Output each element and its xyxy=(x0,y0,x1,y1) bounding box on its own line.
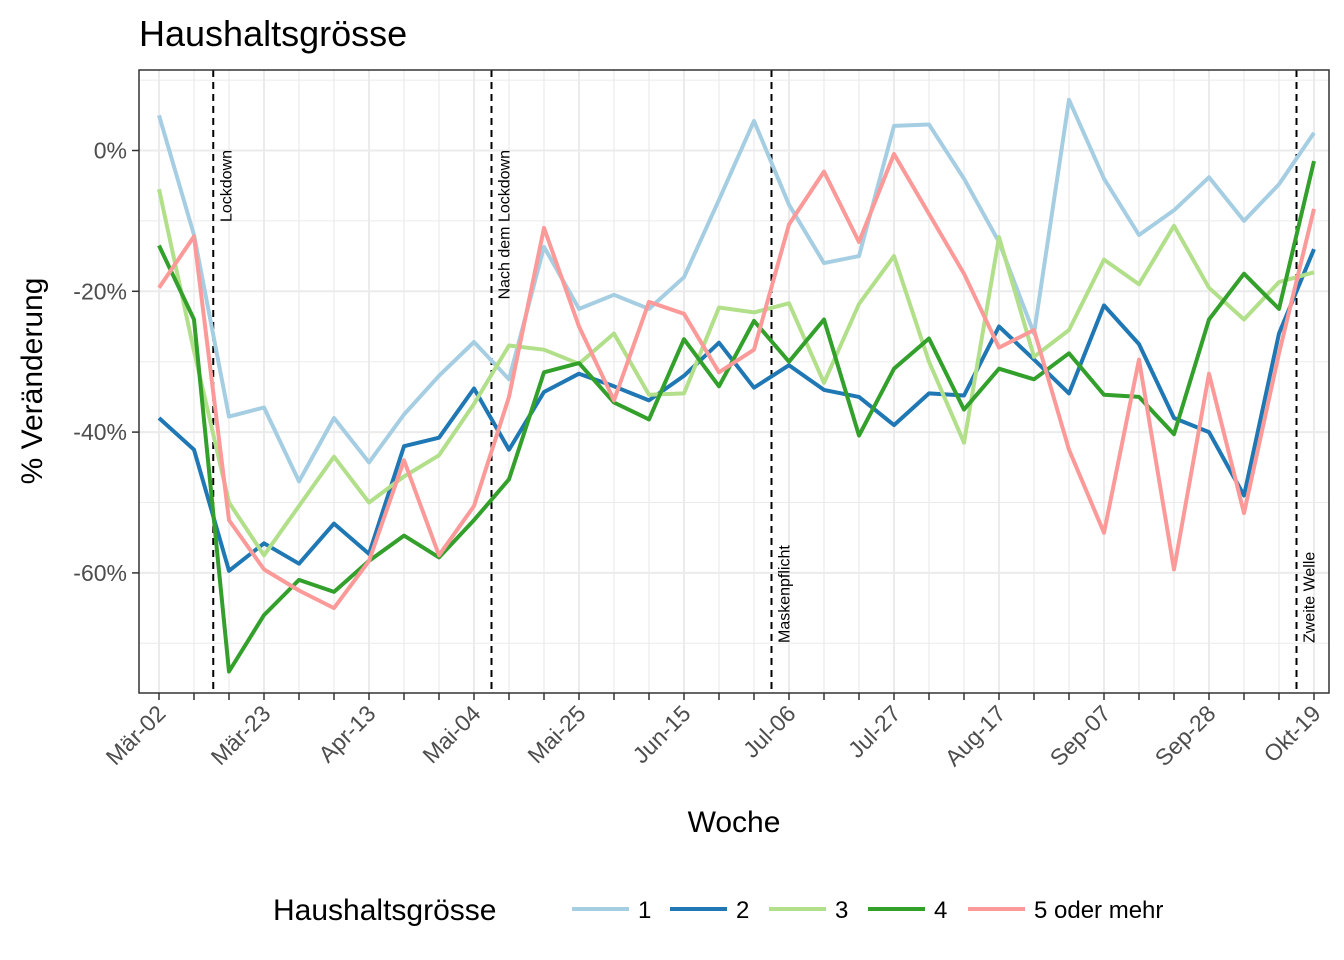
y-tick-label: -20% xyxy=(73,278,127,304)
y-tick-label: 0% xyxy=(94,138,127,164)
series-lines xyxy=(157,97,1316,674)
legend: Haushaltsgrösse 1 2 3 4 5 oder mehr xyxy=(273,894,1163,927)
x-axis: Mär-02 Mär-23 Apr-13 Mai-04 Mai-25 Jun-15 Jul-… xyxy=(101,693,1326,771)
y-tick-label: -60% xyxy=(73,560,127,586)
series-line-1 xyxy=(157,97,1316,484)
series-line-5-oder-mehr xyxy=(157,152,1316,611)
legend-label: 5 oder mehr xyxy=(1034,897,1163,924)
legend-label: 4 xyxy=(934,897,947,924)
legend-label: 3 xyxy=(835,897,848,924)
chart-title: Haushaltsgrösse xyxy=(139,13,407,54)
plot-border xyxy=(138,69,1330,694)
x-tick-label: Aug-17 xyxy=(940,700,1011,771)
x-tick-label: Mär-02 xyxy=(101,700,171,770)
x-tick-label: Mär-23 xyxy=(206,700,276,770)
event-label: Lockdown xyxy=(218,150,235,222)
legend-label: 1 xyxy=(638,897,651,924)
x-tick-label: Sep-07 xyxy=(1045,700,1116,771)
event-label: Nach dem Lockdown xyxy=(497,150,514,299)
x-tick-label: Mai-04 xyxy=(417,700,485,768)
legend-label: 2 xyxy=(736,897,749,924)
event-label: Maskenpflicht xyxy=(777,545,794,643)
x-tick-label: Sep-28 xyxy=(1150,700,1221,771)
legend-title: Haushaltsgrösse xyxy=(273,894,496,927)
x-tick-label: Okt-19 xyxy=(1258,700,1325,767)
x-tick-label: Apr-13 xyxy=(313,700,380,767)
x-axis-title: Woche xyxy=(688,806,781,839)
grid-lines xyxy=(139,70,1329,693)
x-tick-label: Jun-15 xyxy=(627,700,695,768)
y-axis-title: % Veränderung xyxy=(16,278,49,485)
x-tick-label: Jul-06 xyxy=(738,700,801,763)
y-tick-label: -40% xyxy=(73,419,127,445)
series-line-3 xyxy=(157,188,1315,558)
event-markers: Lockdown Nach dem Lockdown Maskenpflicht Zw… xyxy=(212,70,1319,693)
series-line-2 xyxy=(157,248,1316,573)
x-tick-label: Mai-25 xyxy=(522,700,590,768)
x-tick-label: Jul-27 xyxy=(843,700,906,763)
series-line-4 xyxy=(157,160,1316,674)
y-axis: 0% -20% -40% -60% xyxy=(73,138,139,586)
event-label: Zweite Welle xyxy=(1302,552,1319,643)
